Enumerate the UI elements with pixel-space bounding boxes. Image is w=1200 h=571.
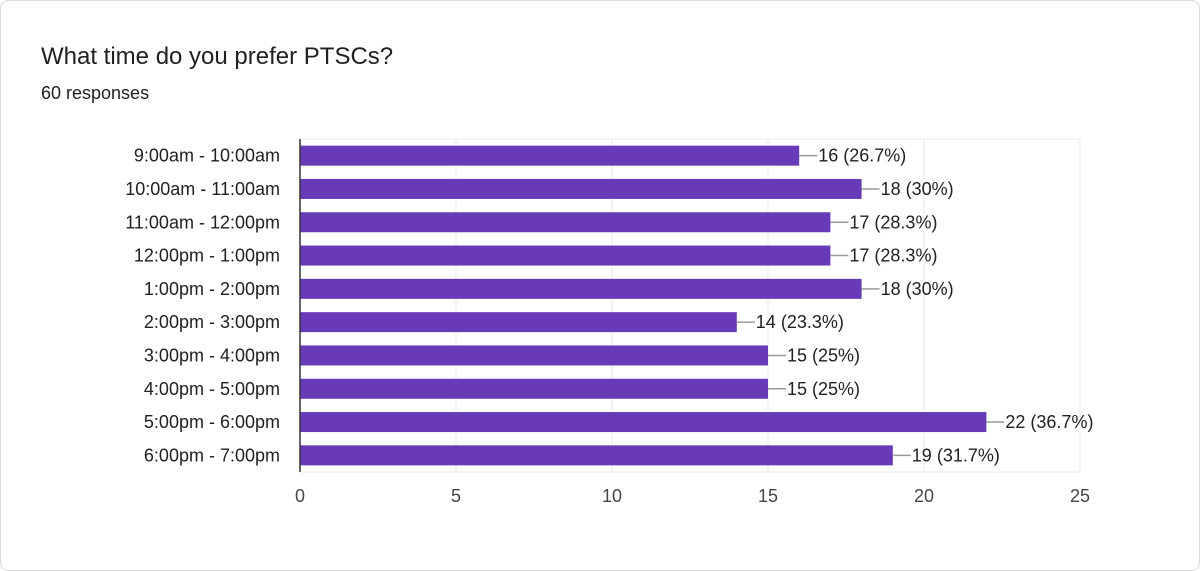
category-label: 5:00pm - 6:00pm <box>144 412 280 432</box>
category-label: 10:00am - 11:00am <box>125 179 280 199</box>
category-label: 6:00pm - 7:00pm <box>144 445 280 465</box>
category-label: 3:00pm - 4:00pm <box>144 345 280 365</box>
x-tick-label: 20 <box>914 486 934 506</box>
bar[interactable] <box>300 145 800 166</box>
data-label: 18 (30%) <box>881 179 954 199</box>
bar[interactable] <box>300 312 737 333</box>
data-label: 15 (25%) <box>787 379 860 399</box>
x-tick-label: 5 <box>451 486 461 506</box>
bar[interactable] <box>300 212 831 233</box>
data-label: 17 (28.3%) <box>849 212 937 232</box>
category-label: 9:00am - 10:00am <box>134 146 280 166</box>
bar[interactable] <box>300 378 768 399</box>
bar[interactable] <box>300 412 987 433</box>
category-label: 2:00pm - 3:00pm <box>144 312 280 332</box>
data-label: 17 (28.3%) <box>849 246 937 266</box>
bar[interactable] <box>300 345 768 366</box>
bar[interactable] <box>300 278 862 299</box>
chart-title: What time do you prefer PTSCs? <box>41 43 394 70</box>
x-tick-label: 25 <box>1070 486 1090 506</box>
bar[interactable] <box>300 445 893 466</box>
data-label: 22 (36.7%) <box>1005 412 1093 432</box>
data-label: 18 (30%) <box>881 279 954 299</box>
bar[interactable] <box>300 245 831 266</box>
data-label: 19 (31.7%) <box>912 445 1000 465</box>
bar[interactable] <box>300 178 862 199</box>
category-label: 11:00am - 12:00pm <box>125 212 280 232</box>
data-label: 16 (26.7%) <box>818 146 906 166</box>
category-label: 12:00pm - 1:00pm <box>134 246 280 266</box>
category-label: 1:00pm - 2:00pm <box>144 279 280 299</box>
x-tick-label: 0 <box>295 486 305 506</box>
response-count: 60 responses <box>41 83 150 103</box>
category-label: 4:00pm - 5:00pm <box>144 379 280 399</box>
x-tick-label: 10 <box>602 486 622 506</box>
x-tick-label: 15 <box>758 486 778 506</box>
data-label: 15 (25%) <box>787 345 860 365</box>
data-label: 14 (23.3%) <box>756 312 844 332</box>
